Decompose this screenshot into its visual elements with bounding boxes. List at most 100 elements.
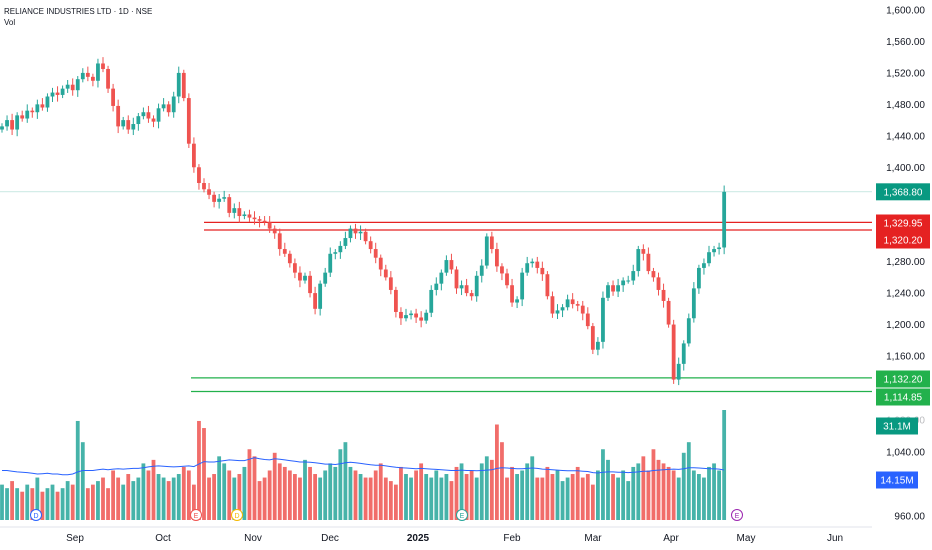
candle-body — [646, 253, 651, 272]
volume-bar — [267, 470, 272, 520]
horizontal-levels[interactable] — [191, 221, 872, 393]
volume-bar — [707, 466, 711, 520]
candle-body — [161, 104, 166, 109]
volume-indicator-label[interactable]: Vol — [4, 18, 16, 27]
volume-bar — [464, 474, 469, 520]
volume-bar — [454, 466, 459, 520]
candle-body — [0, 126, 4, 130]
volume-bar — [621, 470, 626, 520]
volume-bar — [676, 477, 681, 520]
volume-bar — [550, 474, 555, 520]
candle-body — [267, 222, 272, 229]
volume-bar — [661, 463, 666, 520]
candle-body — [303, 275, 307, 281]
volume-bar — [151, 459, 156, 520]
volume-bar — [171, 477, 176, 520]
candle-body — [626, 280, 631, 282]
x-axis[interactable]: Sep Oct Nov Dec 2025 Feb Mar Apr May Jun — [0, 526, 872, 544]
y-axis[interactable]: 1,600.00 1,560.00 1,520.00 1,480.00 1,440.00… — [886, 6, 925, 523]
candle-body — [25, 110, 30, 119]
candle-body — [429, 289, 434, 313]
candle-body — [166, 104, 171, 113]
volume-bar — [75, 420, 80, 520]
volume-bar — [348, 466, 353, 520]
volume-bar — [141, 463, 146, 520]
candle-body — [404, 315, 408, 319]
volume-bar — [626, 481, 631, 520]
candle-body — [277, 233, 282, 250]
volume-bar — [45, 488, 50, 520]
y-tick-label: 1,520.00 — [886, 68, 925, 79]
volume-bar — [35, 477, 40, 520]
candle-body — [540, 267, 545, 275]
volume-bar — [101, 477, 105, 520]
volume-bar — [91, 484, 95, 520]
candle-body — [631, 271, 636, 281]
candle-body — [697, 267, 701, 289]
candle-body — [85, 72, 90, 77]
candle-body — [530, 261, 535, 264]
candle-body — [252, 217, 257, 220]
candle-body — [444, 260, 449, 273]
volume-bar — [722, 410, 727, 520]
volume-bar — [601, 449, 605, 520]
volume-bar — [717, 470, 721, 520]
volume-bar — [373, 470, 378, 520]
volume-bar — [70, 484, 75, 520]
volume-bar — [5, 488, 9, 520]
x-tick-label: Sep — [66, 533, 84, 544]
volume-bar — [338, 449, 343, 520]
volume-bar — [55, 491, 60, 520]
volume-bar — [85, 488, 90, 520]
candle-body — [197, 167, 201, 183]
candle-body — [373, 249, 378, 258]
volume-bar — [328, 463, 333, 520]
volume-bar — [192, 484, 196, 520]
volume-bar — [616, 477, 620, 520]
candle-body — [247, 214, 252, 218]
candle-body — [30, 110, 35, 113]
candle-body — [333, 252, 338, 254]
candle-body — [257, 219, 262, 221]
candle-body — [282, 249, 287, 254]
candle-body — [136, 116, 141, 125]
volume-bar — [333, 466, 338, 520]
price-label-resistance-bg — [876, 214, 930, 232]
volume-bar — [388, 481, 393, 520]
candle-body — [20, 115, 25, 119]
candle-body — [611, 285, 615, 292]
candle-body — [272, 228, 277, 234]
price-label-resistance: 1,329.95 — [884, 219, 923, 230]
candle-body — [313, 293, 317, 309]
candle-body — [545, 274, 550, 297]
candle-body — [222, 197, 227, 199]
volume-bar — [368, 477, 373, 520]
volume-bar — [60, 488, 65, 520]
candle-body — [419, 317, 424, 321]
volume-bar — [489, 459, 494, 520]
price-label-support-bg — [876, 388, 930, 406]
candle-body — [126, 120, 131, 130]
candle-body — [202, 183, 206, 190]
price-label-support: 1,114.85 — [884, 393, 923, 404]
candle-body — [520, 272, 525, 300]
volume-label-last_volume: 31.1M — [883, 422, 911, 433]
volume-bar — [257, 481, 262, 520]
volume-bar — [237, 474, 242, 520]
x-tick-label: May — [737, 533, 756, 544]
candle-body — [287, 253, 292, 264]
event-marker-label: D — [33, 513, 38, 520]
volume-bar — [308, 466, 312, 520]
volume-bar — [212, 474, 216, 520]
volume-bar — [596, 470, 600, 520]
volume-bar — [560, 481, 565, 520]
candle-body — [101, 63, 105, 69]
volume-bar — [394, 484, 398, 520]
volume-bar — [96, 481, 100, 520]
candle-body — [383, 269, 388, 278]
symbol-title[interactable]: RELIANCE INDUSTRIES LTD · 1D · NSE — [4, 7, 153, 16]
candle-body — [338, 245, 343, 253]
volume-bar — [646, 470, 651, 520]
